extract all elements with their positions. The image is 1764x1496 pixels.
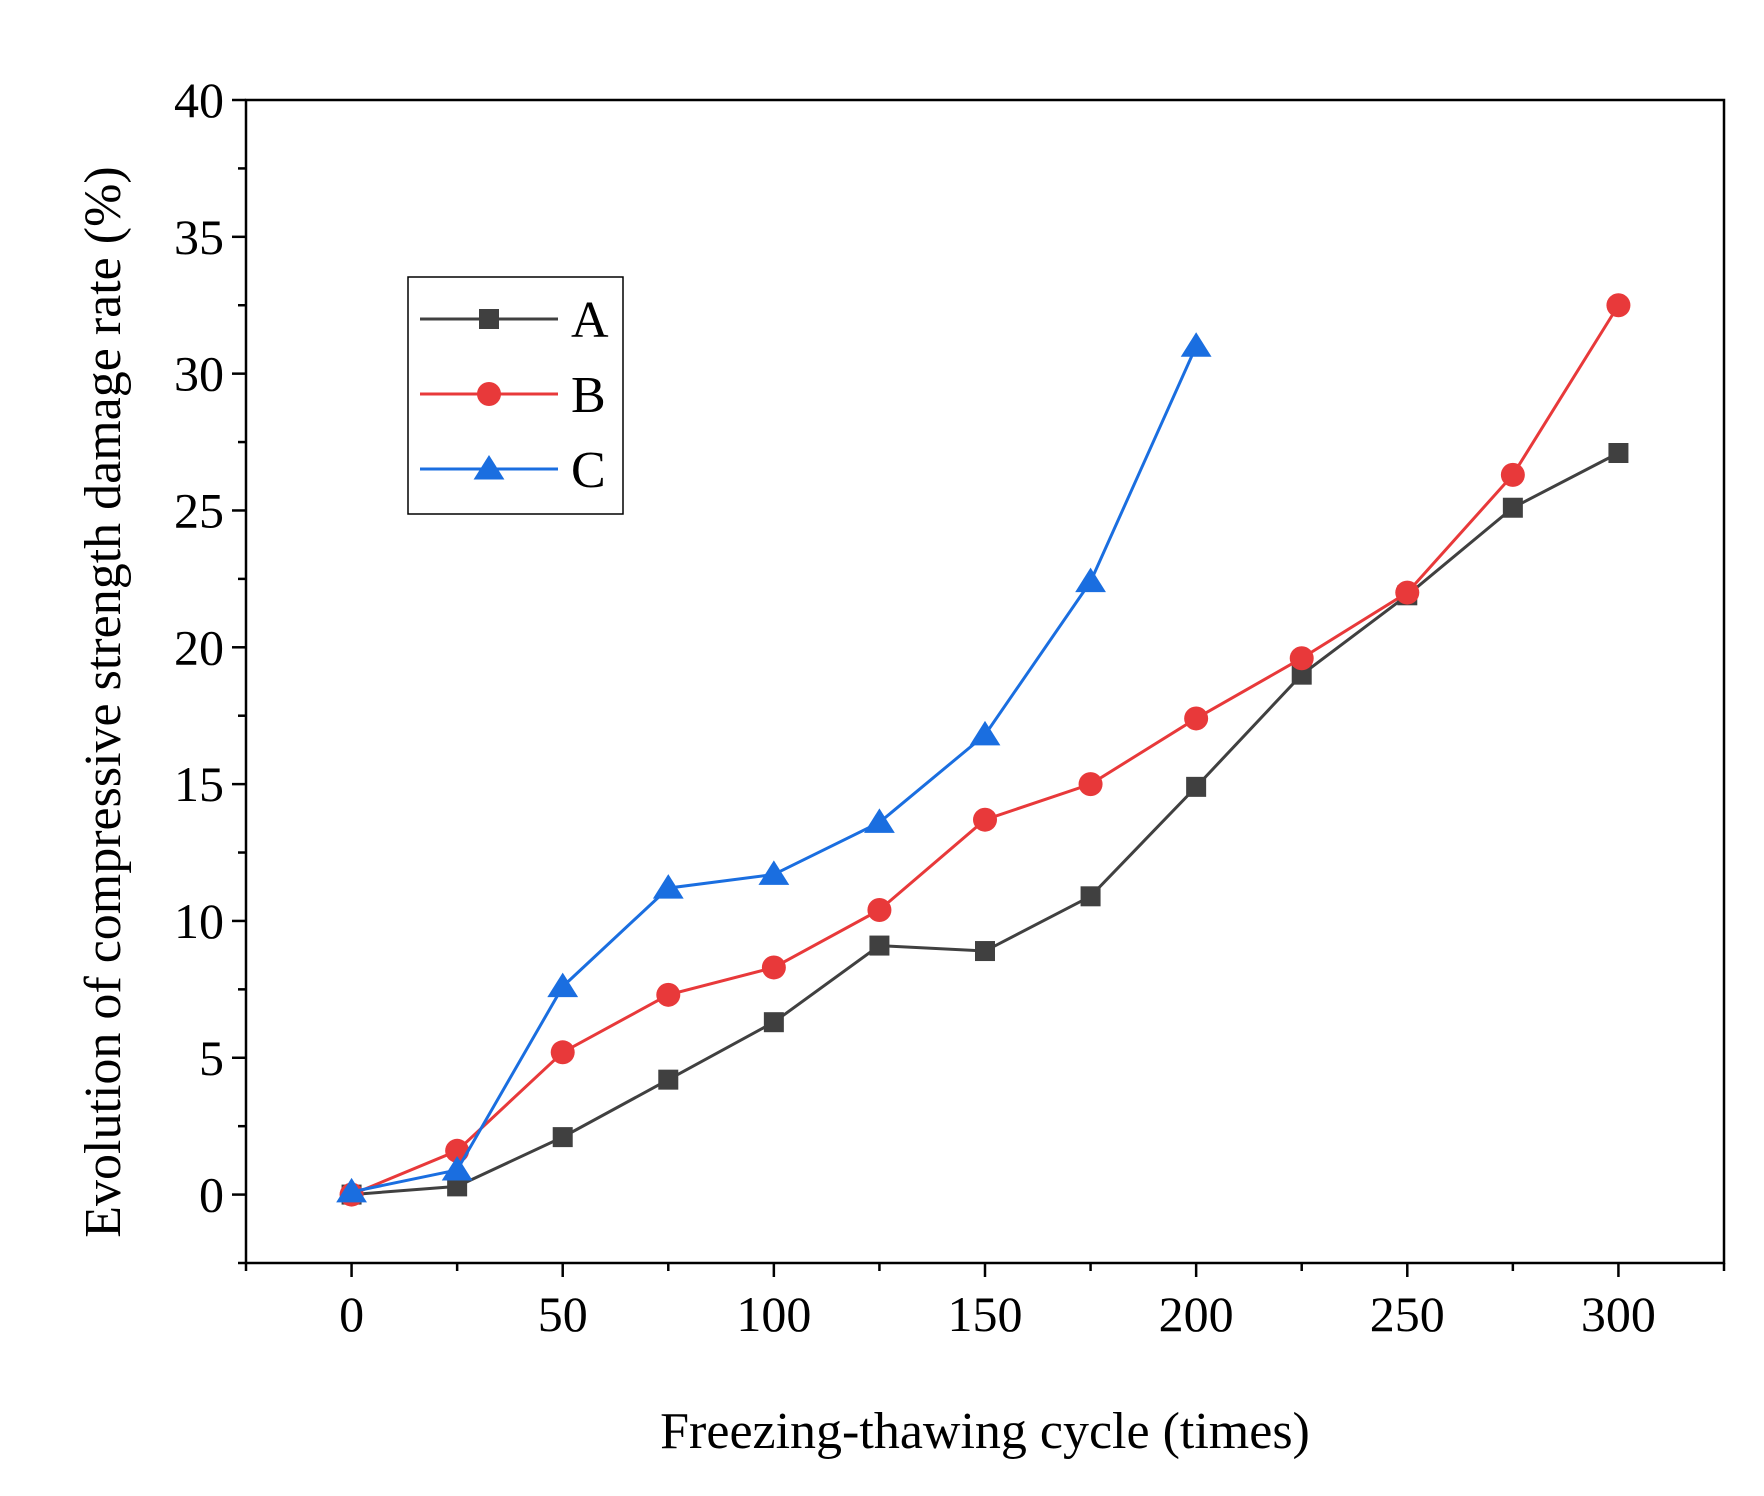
- y-axis-label: Evolution of compressive strength damage…: [75, 166, 132, 1237]
- legend-label-B: B: [571, 367, 606, 424]
- y-tick-label-30: 30: [174, 346, 224, 402]
- series-C-point-125: [864, 808, 895, 833]
- series-C-point-50: [547, 972, 579, 998]
- legend-marker-B: [477, 382, 501, 406]
- series-C-point-175: [1075, 567, 1106, 593]
- series-B: [339, 293, 1631, 1207]
- y-tick-label-35: 35: [174, 209, 224, 265]
- y-tick-label-20: 20: [174, 619, 224, 675]
- series-B-point-175: [1078, 772, 1103, 797]
- x-axis-label: Freezing-thawing cycle (times): [660, 1403, 1310, 1460]
- y-tick-label-0: 0: [199, 1167, 224, 1223]
- y-tick-label-25: 25: [174, 482, 224, 538]
- series-B-point-100: [761, 955, 786, 980]
- series-B-point-225: [1289, 646, 1314, 671]
- x-tick-label-200: 200: [1159, 1286, 1234, 1342]
- x-tick-label-150: 150: [948, 1286, 1023, 1342]
- series-C-point-200: [1180, 332, 1212, 357]
- y-tick-label-40: 40: [174, 72, 224, 128]
- series-C-point-150: [969, 720, 1001, 746]
- series-C-point-25: [441, 1155, 473, 1181]
- y-tick-label-5: 5: [199, 1030, 224, 1086]
- series-A-point-100: [763, 1012, 784, 1033]
- legend-marker-C: [473, 455, 505, 480]
- legend-label-C: C: [571, 442, 606, 499]
- series-A-point-300: [1608, 443, 1629, 464]
- series-B-point-75: [656, 982, 681, 1007]
- series-B-point-300: [1606, 293, 1631, 318]
- axis-ticks: 0 50 100 150 200 250 300 0 5 10 15 20 25 30 35 40: [174, 72, 1726, 1342]
- series-B-point-250: [1395, 580, 1420, 605]
- legend: ABC: [407, 276, 624, 515]
- series-C-point-100: [758, 860, 790, 885]
- series-A-point-175: [1080, 886, 1101, 907]
- series-B-point-150: [973, 807, 997, 832]
- series-C-point-0: [336, 1177, 367, 1203]
- series-A-point-25: [447, 1176, 468, 1197]
- x-tick-label-100: 100: [736, 1286, 811, 1342]
- series-A-point-200: [1186, 776, 1207, 797]
- series-layer: [336, 293, 1631, 1207]
- x-tick-label-50: 50: [538, 1286, 588, 1342]
- x-tick-label-0: 0: [339, 1286, 364, 1342]
- series-C-point-75: [652, 874, 684, 899]
- series-A-point-75: [658, 1069, 679, 1090]
- y-tick-label-10: 10: [174, 893, 224, 949]
- legend-label-A: A: [571, 292, 609, 349]
- series-B-point-50: [550, 1040, 575, 1065]
- x-tick-label-300: 300: [1581, 1286, 1656, 1342]
- y-tick-label-15: 15: [174, 756, 224, 812]
- series-A-point-125: [869, 935, 890, 956]
- plot-frame: [244, 98, 1726, 1265]
- series-B-point-200: [1184, 706, 1209, 731]
- series-B-point-125: [867, 897, 892, 922]
- series-A-point-225: [1291, 664, 1312, 685]
- legend-item-B: B: [420, 367, 606, 424]
- legend-item-C: C: [420, 442, 606, 499]
- legend-item-A: A: [420, 292, 609, 349]
- legend-marker-A: [479, 309, 499, 329]
- series-B-point-275: [1500, 462, 1525, 487]
- series-C: [336, 332, 1212, 1203]
- series-A-point-150: [975, 941, 995, 962]
- series-A-point-50: [552, 1127, 573, 1148]
- x-tick-label-250: 250: [1370, 1286, 1445, 1342]
- series-A-point-275: [1502, 497, 1523, 518]
